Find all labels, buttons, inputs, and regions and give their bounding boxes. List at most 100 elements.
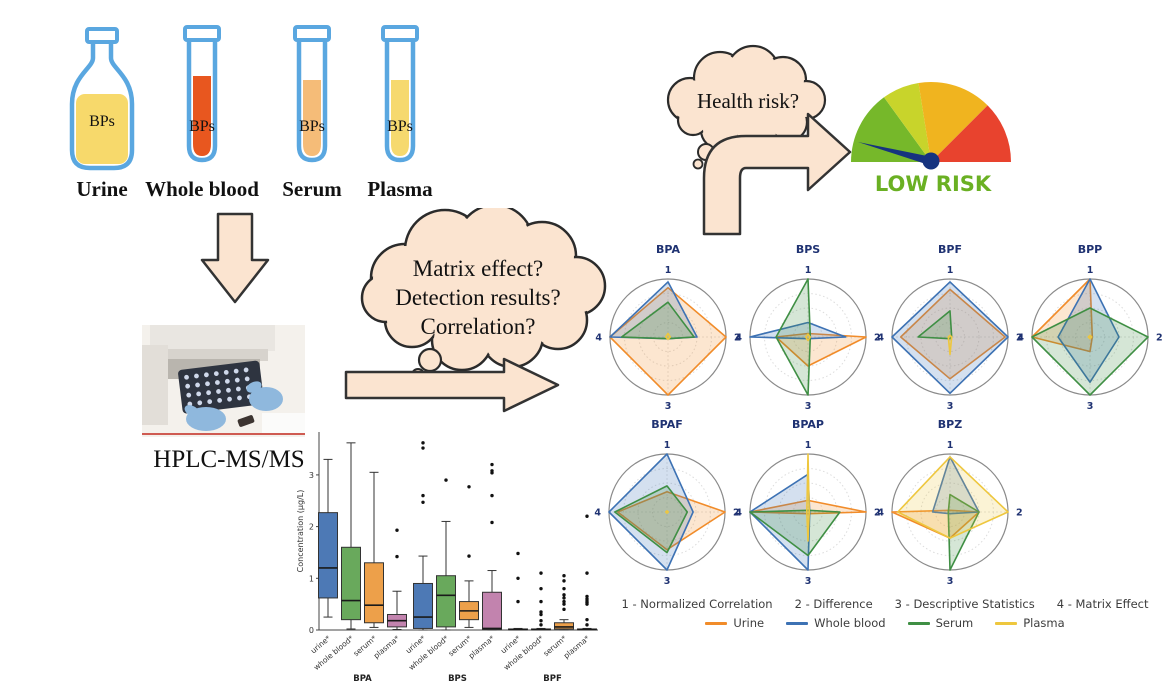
tube-cap [183,25,221,42]
flask-outline [69,41,135,171]
outlier-point [490,493,494,498]
outlier-point [539,571,543,575]
radar-chart-bpaf: BPAF 1 2 3 4 [592,415,742,600]
axis-legend-entry: 1 - Normalized Correlation [621,597,773,611]
tube-cap [293,25,331,42]
down-arrow [200,212,270,304]
urine-liquid [76,94,128,164]
radar-title: BPAF [651,418,682,431]
radar-axis-label: 4 [595,333,602,344]
box-BPS-urine* [413,582,433,629]
outlier-point [562,574,566,578]
right-arrow [344,357,560,413]
blue-gloves [184,381,283,431]
sample-containers: BPs BPs BPs BPs Urine Whole blood Serum … [69,25,433,201]
radar-axis-label: 1 [805,440,812,451]
legend-item-whole-blood: Whole blood [786,616,886,630]
outlier-point [562,593,566,597]
radar-chart-bpa: BPA 1 2 3 4 [593,240,743,425]
whole-blood-bps-label: BPs [189,118,215,135]
outlier-point [490,469,494,473]
outlier-point [539,610,543,614]
radar-series-urine [1031,278,1094,353]
cloud-line-3: Correlation? [421,314,536,339]
radar-axis-label: 2 [1016,333,1023,344]
radar-series-plasma [896,456,1009,539]
y-tick-label: 0 [309,626,314,635]
outlier-point [490,462,494,467]
x-tick-label: plasma* [562,633,592,660]
legend-label: Urine [733,616,765,630]
radar-svg-BPA: BPA 1 2 3 4 [595,243,741,412]
legend-swatch [907,621,930,625]
outlier-point [585,623,589,627]
radar-chart-bps: BPS 1 2 3 4 [733,240,883,425]
radar-axis-label: 4 [877,333,884,344]
hplc-photo [142,325,305,437]
whole-blood-label: Whole blood [145,177,259,201]
radar-chart-bpap: BPAP 1 2 3 4 [733,415,883,600]
radar-title: BPS [796,243,820,256]
tube-outline [384,40,416,163]
legend-swatch [786,621,809,625]
radar-series-plasma [1087,334,1093,340]
radar-title: BPP [1078,243,1103,256]
legend-swatch [995,621,1018,625]
outlier-point [516,599,520,604]
radar-axis-label: 2 [734,333,741,344]
tube-cap [381,25,419,42]
plasma-liquid [391,80,409,156]
gauge-segment-amber [918,82,988,162]
outlier-point [539,586,543,591]
radar-axis-label: 2 [733,508,740,519]
radar-series-plasma [806,453,810,542]
x-tick-label: plasma* [372,633,402,660]
outlier-point [395,528,399,532]
outlier-point [467,485,471,489]
lab-coat-sleeve [262,413,305,433]
radar-title: BPA [656,243,680,256]
radar-series-plasma [664,332,672,341]
radar-series-urine [616,490,726,551]
cloud-line-1: Matrix effect? [413,256,543,281]
axis-legend-entry: 4 - Matrix Effect [1056,597,1149,611]
outlier-point [585,594,589,599]
y-tick-label: 2 [309,523,314,532]
radar-series-serum [749,509,841,557]
outlier-point [467,554,471,558]
axis-legend-entry: 3 - Descriptive Statistics [894,597,1035,611]
legend-label: Plasma [1023,616,1065,630]
radar-svg-BPZ: BPZ 1 2 3 4 [877,418,1022,587]
question-cloud: Matrix effect? Detection results? Correl… [360,208,607,382]
radar-series-whole-blood [749,321,847,340]
health-cloud-text: Health risk? [697,89,799,113]
outlier-point [516,576,520,580]
radar-series-urine [899,288,1006,380]
box-BPS-plasma* [482,591,502,630]
plasma-label: Plasma [367,177,433,201]
outlier-point [539,618,543,623]
serum-label: Serum [282,177,342,201]
radar-axis-label: 3 [665,401,672,412]
radar-title: BPF [938,243,962,256]
outlier-point [585,514,589,518]
outlier-point [444,478,448,482]
radar-axis-label: 2 [874,508,881,519]
outlier-point [490,520,494,525]
curved-arrow [702,112,852,236]
gauge-needle [858,142,932,166]
legend-item-urine: Urine [705,616,764,630]
radar-svg-BPF: BPF 1 2 3 4 [877,243,1023,412]
gauge-segment-red [931,105,1011,162]
outlier-point [585,597,589,601]
tray-handle [237,415,255,427]
group-label-BPS: BPS [448,674,467,684]
outlier-point [421,446,425,450]
radar-title: BPAP [792,418,824,431]
legend-swatch [705,621,728,625]
outlier-point [562,607,566,612]
risk-gauge: LOW RISK [851,82,1011,196]
radar-axis-label: 3 [947,576,954,587]
